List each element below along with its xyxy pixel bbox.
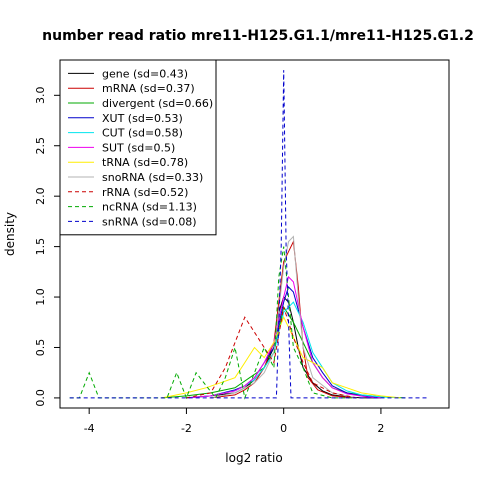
- legend-entry: SUT (sd=0.5): [102, 141, 175, 154]
- legend-entry: gene (sd=0.43): [102, 67, 188, 80]
- series-line-1: [210, 239, 357, 399]
- y-tick-label: 1.0: [34, 288, 47, 306]
- series-line-2: [162, 305, 406, 399]
- series-layer: [69, 70, 430, 400]
- y-tick-label: 1.5: [34, 238, 47, 256]
- legend-entry: snoRNA (sd=0.33): [102, 171, 203, 184]
- series-line-3: [186, 286, 381, 399]
- y-tick-label: 3.0: [34, 87, 47, 105]
- y-tick-label: 0.5: [34, 339, 47, 357]
- series-line-10: [69, 70, 430, 399]
- x-axis-label: log2 ratio: [225, 451, 282, 465]
- x-tick-label: -2: [181, 422, 192, 435]
- series-line-7: [210, 235, 357, 399]
- legend-entry: snRNA (sd=0.08): [102, 215, 197, 228]
- legend-entry: XUT (sd=0.53): [102, 112, 183, 125]
- series-line-9: [69, 246, 357, 400]
- y-tick-label: 2.5: [34, 137, 47, 155]
- legend-entry: tRNA (sd=0.78): [102, 156, 188, 169]
- legend: gene (sd=0.43) mRNA (sd=0.37) divergent (s…: [59, 59, 217, 236]
- y-axis: 0.0 0.5 1.0 1.5 2.0 2.5 3.0: [34, 87, 61, 407]
- series-line-8: [186, 306, 357, 399]
- chart-title: number read ratio mre11-H125.G1.1/mre11-…: [42, 28, 474, 44]
- legend-entry: mRNA (sd=0.37): [102, 82, 195, 95]
- y-axis-label: density: [3, 212, 17, 256]
- series-line-5: [186, 275, 381, 399]
- x-axis: -4 -2 0 2: [84, 407, 384, 435]
- x-tick-label: 2: [377, 422, 384, 435]
- legend-entry: ncRNA (sd=1.13): [102, 201, 197, 214]
- x-tick-label: 0: [280, 422, 287, 435]
- series-line-6: [161, 315, 401, 399]
- y-tick-label: 0.0: [34, 389, 47, 407]
- legend-entry: divergent (sd=0.66): [102, 97, 213, 110]
- legend-entry: CUT (sd=0.58): [102, 127, 183, 140]
- x-tick-label: -4: [84, 422, 95, 435]
- y-tick-label: 2.0: [34, 187, 47, 205]
- legend-entry: rRNA (sd=0.52): [102, 186, 188, 199]
